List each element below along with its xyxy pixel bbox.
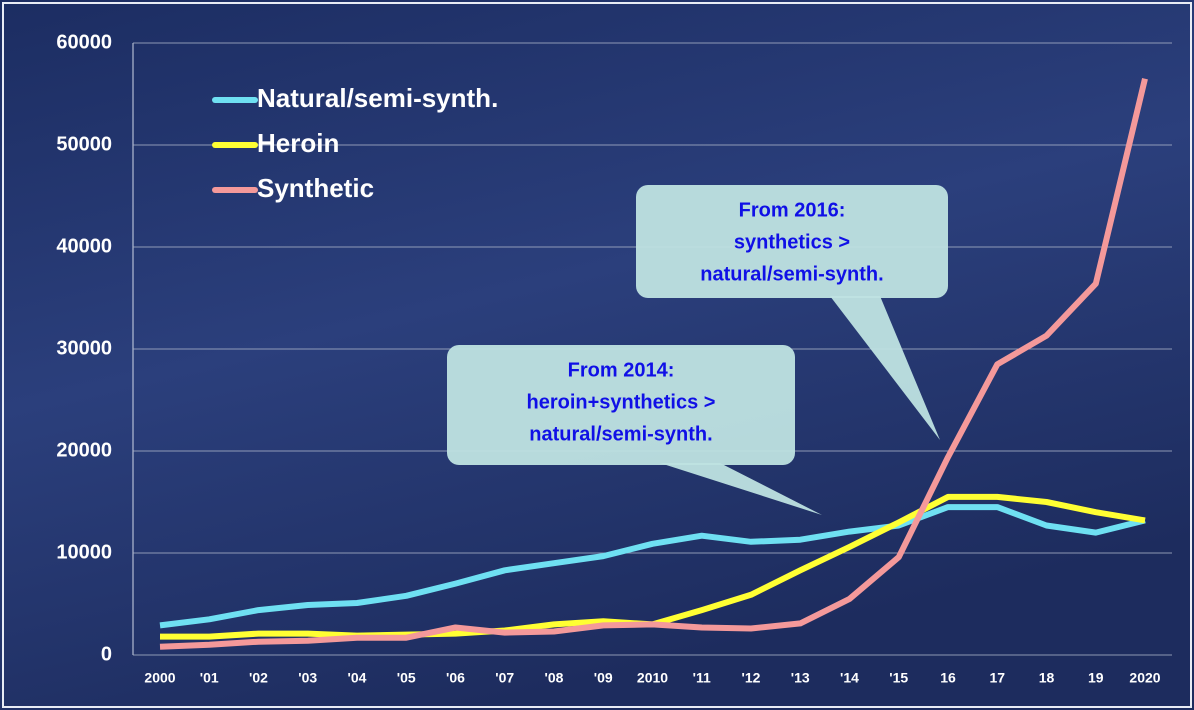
x-tick-label: '02: [249, 670, 268, 686]
x-tick-label: 2010: [637, 670, 668, 686]
x-tick-label: 17: [989, 670, 1005, 686]
legend-label: Synthetic: [257, 173, 374, 203]
legend-label: Natural/semi-synth.: [257, 83, 498, 113]
callout-text: From 2016:: [739, 199, 846, 221]
callout-text: From 2014:: [568, 359, 675, 381]
x-tick-label: '15: [889, 670, 908, 686]
x-tick-label: '04: [348, 670, 367, 686]
callout-text: synthetics >: [734, 231, 850, 253]
x-tick-label: 2000: [144, 670, 175, 686]
y-tick-label: 50000: [56, 133, 112, 155]
y-tick-label: 40000: [56, 235, 112, 257]
x-tick-label: '13: [791, 670, 810, 686]
callout-text: natural/semi-synth.: [529, 423, 712, 445]
x-tick-label: '08: [545, 670, 564, 686]
x-tick-label: '11: [693, 670, 711, 686]
y-tick-label: 0: [101, 643, 112, 665]
y-tick-label: 10000: [56, 541, 112, 563]
y-tick-label: 60000: [56, 31, 112, 53]
chart: 0 10000 20000 30000 40000 50000 60000 2000 '01 '0…: [0, 0, 1194, 710]
x-tick-label: '07: [495, 670, 514, 686]
x-tick-label: 19: [1088, 670, 1104, 686]
callout-text: natural/semi-synth.: [700, 263, 883, 285]
x-tick-label: 16: [940, 670, 956, 686]
y-tick-label: 20000: [56, 439, 112, 461]
x-tick-label: '06: [446, 670, 465, 686]
x-tick-label: 18: [1039, 670, 1055, 686]
x-tick-label: '03: [298, 670, 317, 686]
x-tick-label: '14: [840, 670, 859, 686]
x-tick-label: '09: [594, 670, 613, 686]
x-tick-label: '01: [200, 670, 219, 686]
legend-label: Heroin: [257, 128, 339, 158]
x-tick-label: '05: [397, 670, 416, 686]
y-tick-label: 30000: [56, 337, 112, 359]
x-tick-label: '12: [742, 670, 761, 686]
x-tick-label: 2020: [1129, 670, 1160, 686]
callout-text: heroin+synthetics >: [527, 391, 716, 413]
